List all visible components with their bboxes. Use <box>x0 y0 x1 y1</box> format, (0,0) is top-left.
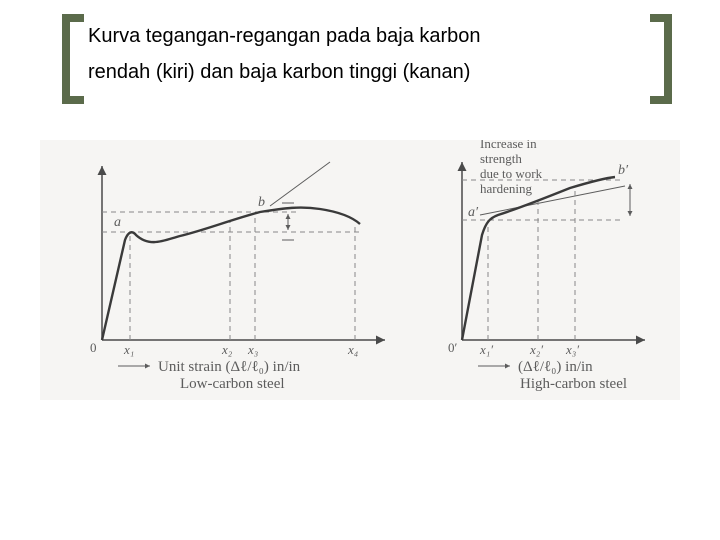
point-a-label: a′ <box>468 205 479 220</box>
slide-title: Kurva tegangan-regangan pada baja karbon… <box>88 18 628 90</box>
figure-area: 0 x₁ x₂ x₃ x₄ a b Unit strain (Δℓ/ℓ₀) in… <box>40 140 680 400</box>
caption-line1: (Δℓ/ℓ₀) in/in <box>518 359 593 375</box>
annot-4: hardening <box>480 181 532 196</box>
tick-x4: x₄ <box>347 342 359 357</box>
origin-label: 0 <box>90 340 97 355</box>
title-line-2: rendah (kiri) dan baja karbon tinggi (ka… <box>88 61 470 83</box>
annot-3: due to work <box>480 166 543 181</box>
tick-x1: x₁′ <box>479 342 493 357</box>
title-line-1: Kurva tegangan-regangan pada baja karbon <box>88 25 481 47</box>
tick-x2: x₂′ <box>529 342 543 357</box>
tick-x2: x₂ <box>221 342 233 357</box>
left-bracket <box>62 14 84 104</box>
annot-1: Increase in <box>480 140 537 151</box>
tick-x3: x₃ <box>247 342 258 357</box>
caption-line1: Unit strain (Δℓ/ℓ₀) in/in <box>158 359 301 375</box>
point-a-label: a <box>114 215 121 230</box>
point-b-label: b′ <box>618 163 629 178</box>
origin-label: 0′ <box>448 340 458 355</box>
right-bracket <box>650 14 672 104</box>
annot-2: strength <box>480 151 522 166</box>
annotation-leader <box>270 162 330 206</box>
tick-x1: x₁ <box>123 342 134 357</box>
tick-x3: x₃′ <box>565 342 579 357</box>
caption-line2: Low-carbon steel <box>180 376 285 392</box>
caption-line2: High-carbon steel <box>520 376 627 392</box>
high-carbon-chart: Increase in strength due to work hardeni… <box>420 140 680 400</box>
low-carbon-chart: 0 x₁ x₂ x₃ x₄ a b Unit strain (Δℓ/ℓ₀) in… <box>40 140 420 400</box>
point-b-label: b <box>258 195 265 210</box>
stress-strain-curve <box>102 208 360 340</box>
